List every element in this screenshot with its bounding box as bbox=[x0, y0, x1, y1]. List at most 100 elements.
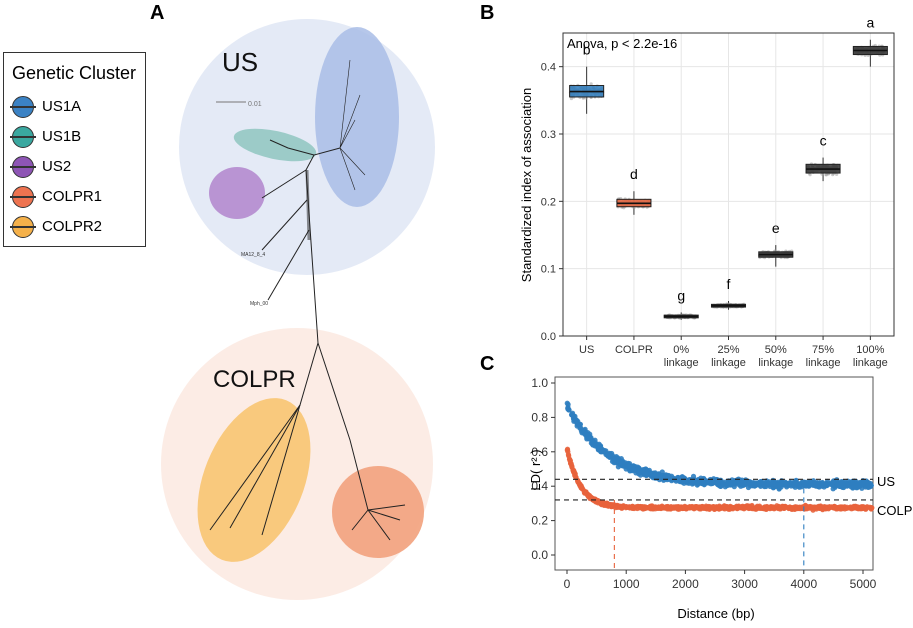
branch-colpr1-tips bbox=[351, 504, 406, 541]
ld-point bbox=[599, 448, 605, 454]
us-cluster-label: US bbox=[222, 47, 258, 77]
ld-point bbox=[564, 400, 570, 406]
boxplot-significance-letter: e bbox=[772, 220, 780, 236]
boxplot-significance-letter: f bbox=[727, 276, 731, 292]
branch-us1b bbox=[269, 139, 315, 156]
boxplot-jitter-point bbox=[835, 172, 839, 177]
ld-point bbox=[694, 479, 700, 486]
ld-point bbox=[649, 471, 656, 477]
ld-point bbox=[571, 418, 577, 424]
ld-point bbox=[673, 504, 679, 510]
legend-swatch-colpr1 bbox=[10, 186, 36, 208]
boxplot-xtick-label-line: 75% bbox=[812, 344, 834, 356]
ld-point bbox=[622, 460, 628, 466]
ld-point bbox=[720, 505, 727, 511]
boxplot-xtick-label: 25% linkage bbox=[711, 344, 746, 369]
ld-point bbox=[636, 465, 642, 471]
ld-ytick-label: 1.0 bbox=[531, 376, 548, 390]
ld-point bbox=[771, 506, 777, 512]
boxplot-xtick-label-line: 25% bbox=[717, 344, 739, 356]
ld-ytick-label: 0.0 bbox=[531, 548, 548, 562]
ld-xtick-label: 3000 bbox=[731, 577, 758, 591]
ld-point bbox=[615, 455, 621, 461]
colpr2-ellipse bbox=[197, 398, 311, 562]
ld-xtick-label: 5000 bbox=[850, 577, 877, 591]
tree-trunk-upper bbox=[305, 147, 341, 344]
boxplot-significance-letter: a bbox=[866, 15, 874, 31]
ld-point bbox=[833, 506, 839, 512]
us1a-ellipse bbox=[315, 27, 399, 207]
ld-point bbox=[756, 481, 763, 487]
ld-point bbox=[716, 505, 722, 511]
ld-point bbox=[661, 477, 667, 483]
ld-point bbox=[714, 476, 720, 483]
boxplot-xtick-label-line: 50% bbox=[765, 344, 787, 356]
boxplot-boxes: b d g f e c a bbox=[568, 15, 888, 320]
ld-point bbox=[754, 503, 760, 509]
ld-point bbox=[578, 483, 584, 489]
ld-series-label-us: US bbox=[877, 474, 895, 489]
ld-ytick-label: 0.6 bbox=[531, 445, 548, 459]
legend-item-colpr1: COLPR1 bbox=[10, 186, 142, 208]
ld-point bbox=[578, 428, 585, 434]
ld-point bbox=[821, 504, 828, 510]
scale-bar-label: 0.01 bbox=[248, 101, 262, 108]
ld-point bbox=[708, 481, 714, 487]
legend-item-us2: US2 bbox=[10, 156, 142, 178]
boxplot-ytick-label: 0.4 bbox=[541, 62, 556, 74]
ld-point bbox=[585, 430, 591, 436]
ld-point bbox=[868, 506, 875, 512]
tree-branches bbox=[209, 59, 406, 541]
ld-point bbox=[654, 475, 660, 481]
boxplot-significance-letter: d bbox=[630, 166, 638, 182]
boxplot-ylabel: Standardized index of association bbox=[519, 88, 534, 282]
legend-item-colpr2: COLPR2 bbox=[10, 216, 142, 238]
ld-point bbox=[862, 505, 868, 511]
ld-point bbox=[766, 482, 772, 488]
ld-point bbox=[830, 479, 836, 485]
us1b-ellipse bbox=[233, 128, 317, 162]
ld-point bbox=[567, 458, 573, 464]
ld-xtick-label: 4000 bbox=[790, 577, 817, 591]
boxplot-xtick-label-line: linkage bbox=[664, 357, 699, 369]
ld-point bbox=[588, 494, 594, 500]
ld-point bbox=[596, 441, 602, 447]
boxplot-jitter-point bbox=[589, 82, 593, 86]
ld-point bbox=[781, 503, 787, 510]
ld-point bbox=[587, 436, 593, 442]
ld-point bbox=[571, 470, 577, 476]
boxplot-xtick-label-line: COLPR bbox=[615, 344, 653, 356]
ld-point bbox=[791, 482, 797, 488]
ld-series-label-colpr: COLPR bbox=[877, 503, 913, 518]
legend-title: Genetic Cluster bbox=[12, 63, 137, 83]
ld-point bbox=[838, 504, 844, 510]
legend-label-colpr1: COLPR1 bbox=[42, 188, 103, 205]
ld-point bbox=[565, 449, 571, 455]
ld-point bbox=[669, 505, 675, 511]
ld-point bbox=[648, 505, 654, 511]
ld-point bbox=[631, 467, 637, 473]
branch-us1a-tips bbox=[339, 59, 366, 191]
ld-point bbox=[827, 504, 833, 510]
panel-letter-c: C bbox=[480, 353, 495, 375]
branch-mph00 bbox=[267, 229, 310, 301]
panel-letter-a: A bbox=[150, 2, 165, 24]
ld-point bbox=[839, 480, 845, 486]
branch-ma12 bbox=[261, 199, 308, 251]
ld-xtick-label: 2000 bbox=[672, 577, 699, 591]
ld-point bbox=[575, 479, 581, 485]
ld-point bbox=[796, 504, 802, 510]
legend-label-us1a: US1A bbox=[42, 98, 82, 115]
ld-ytick-label: 0.2 bbox=[531, 514, 548, 528]
ld-point bbox=[821, 484, 827, 490]
boxplot-xtick-label: US bbox=[579, 344, 594, 356]
ld-point bbox=[746, 503, 752, 509]
ld-point bbox=[847, 504, 854, 510]
ld-point bbox=[817, 479, 823, 486]
boxplot-xtick-label-line: 100% bbox=[856, 344, 884, 356]
boxplot-xtick-label: 50% linkage bbox=[758, 344, 793, 369]
ld-scatter-points bbox=[564, 400, 875, 513]
